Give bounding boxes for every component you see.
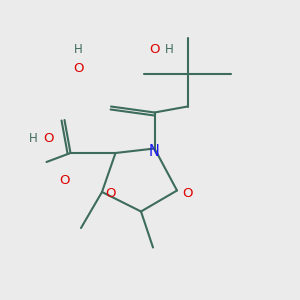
- Text: N: N: [149, 144, 160, 159]
- Text: H: H: [74, 43, 82, 56]
- Text: O: O: [106, 187, 116, 200]
- Text: O: O: [182, 187, 193, 200]
- Text: H: H: [165, 43, 174, 56]
- Text: O: O: [59, 173, 70, 187]
- Text: H: H: [28, 131, 38, 145]
- Text: O: O: [44, 131, 54, 145]
- Text: O: O: [73, 62, 83, 76]
- Text: O: O: [149, 43, 160, 56]
